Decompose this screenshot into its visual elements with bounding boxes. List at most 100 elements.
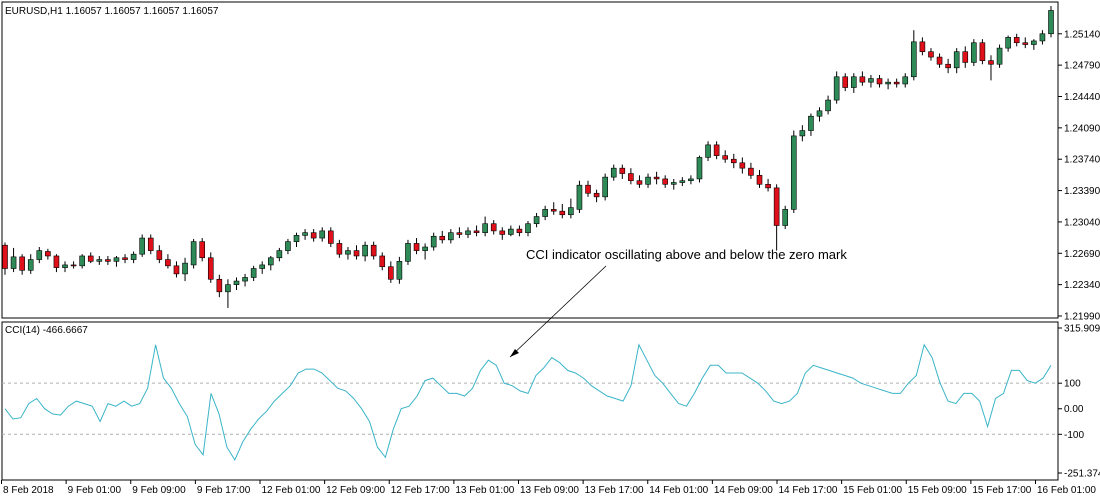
candle-body xyxy=(328,230,334,244)
candle-body xyxy=(902,76,909,85)
candle-body xyxy=(619,167,626,174)
cci-tick-label: 315.9095 xyxy=(1064,324,1100,335)
candle-body xyxy=(310,232,317,239)
candle-body xyxy=(165,259,171,267)
candle-body xyxy=(765,183,771,189)
candle-body xyxy=(842,76,849,88)
candle-body xyxy=(859,76,866,83)
time-axis: 8 Feb 2018 9 Feb 01:00 9 Feb 09:00 9 Feb 17… xyxy=(1,480,1096,496)
candle-body xyxy=(448,232,454,241)
candle-body xyxy=(893,81,900,85)
time-tick-label: 15 Feb 01:00 xyxy=(843,485,902,496)
candle-body xyxy=(45,251,51,257)
time-tick-label: 14 Feb 09:00 xyxy=(714,485,773,496)
candle-body xyxy=(748,167,754,176)
cci-tick-label: -251.374 xyxy=(1064,469,1100,480)
time-tick-label: 16 Feb 01:00 xyxy=(1037,485,1096,496)
candle-body xyxy=(876,78,883,85)
candle-body xyxy=(293,235,300,242)
candle-body xyxy=(147,237,154,251)
candle-body xyxy=(499,230,506,235)
cci-line xyxy=(4,343,1052,461)
candle-body xyxy=(250,268,257,278)
candle-body xyxy=(688,178,694,182)
candle-body xyxy=(833,76,840,101)
candle-body xyxy=(70,264,77,267)
annotation-arrowhead xyxy=(510,349,519,357)
candle-body xyxy=(568,207,574,216)
candle-body xyxy=(996,47,1003,65)
annotation-label: CCI indicator oscillating above and belo… xyxy=(526,247,847,262)
candle-body xyxy=(105,259,111,262)
candle-body xyxy=(662,178,668,185)
time-tick-label: 14 Feb 17:00 xyxy=(779,485,838,496)
candle-body xyxy=(722,155,728,160)
candle-body xyxy=(773,187,780,226)
cci-indicator-title: CCI(14) -466.6667 xyxy=(5,325,88,336)
candle-body xyxy=(971,42,977,63)
candle-body xyxy=(885,81,891,85)
candle-body xyxy=(216,278,223,293)
candle-body xyxy=(790,135,797,210)
candle-body xyxy=(593,192,600,198)
candle-body xyxy=(979,42,986,61)
candle-body xyxy=(1039,33,1046,42)
candle-body xyxy=(173,265,180,275)
candle-body xyxy=(413,243,420,251)
candle-body xyxy=(267,257,274,266)
price-tick-label: 1.23390 xyxy=(1064,186,1100,197)
candle-body xyxy=(396,261,403,280)
candle-body xyxy=(156,250,163,260)
candle-body xyxy=(285,241,291,251)
price-tick-label: 1.24090 xyxy=(1064,123,1100,134)
candle-body xyxy=(851,76,857,88)
candle-body xyxy=(96,259,103,262)
price-tick-label: 1.25140 xyxy=(1064,29,1100,40)
price-tick-label: 1.22340 xyxy=(1064,280,1100,291)
candle-body xyxy=(276,250,283,259)
candle-body xyxy=(199,241,205,259)
price-pane: 1.25140 1.24790 1.24440 1.24090 1.23740 1.233… xyxy=(1,1,1100,323)
candle-body xyxy=(139,237,145,255)
candle-body xyxy=(379,255,386,268)
cci-tick-label: 0.00 xyxy=(1064,404,1084,415)
candle-body xyxy=(919,41,926,52)
candle-body xyxy=(508,228,514,235)
time-tick-label: 12 Feb 09:00 xyxy=(326,485,385,496)
candle-body xyxy=(936,56,943,65)
time-tick-label: 9 Feb 01:00 xyxy=(68,485,122,496)
time-tick-label: 9 Feb 17:00 xyxy=(197,485,251,496)
candle-body xyxy=(756,175,763,185)
candle-body xyxy=(1031,40,1037,45)
candle-body xyxy=(79,255,85,267)
price-tick-label: 1.24790 xyxy=(1064,61,1100,72)
candle-body xyxy=(945,63,951,69)
candle-body xyxy=(816,110,823,117)
price-pane-frame xyxy=(1,1,1059,319)
candle-body xyxy=(550,209,557,212)
candle-body xyxy=(36,250,43,260)
candle-body xyxy=(1048,10,1054,35)
candle-body xyxy=(585,184,591,194)
candle-body xyxy=(259,264,266,269)
candle-body xyxy=(225,284,231,293)
candle-body xyxy=(87,255,94,262)
candle-body xyxy=(490,223,497,232)
candle-body xyxy=(825,99,831,112)
candle-body xyxy=(456,232,463,235)
candle-body xyxy=(868,78,874,83)
candle-body xyxy=(636,180,643,185)
candle-body xyxy=(730,158,737,164)
candle-body xyxy=(653,176,660,180)
price-chart-title: EURUSD,H1 1.16057 1.16057 1.16057 1.1605… xyxy=(5,6,219,17)
candle-body xyxy=(953,51,960,69)
candle-body xyxy=(122,257,128,260)
candle-body xyxy=(705,144,711,158)
time-tick-label: 12 Feb 17:00 xyxy=(391,485,450,496)
price-tick-label: 1.24440 xyxy=(1064,92,1100,103)
candle-body xyxy=(473,230,480,233)
time-tick-label: 9 Feb 09:00 xyxy=(132,485,186,496)
candle-body xyxy=(559,210,566,216)
candle-body xyxy=(405,243,411,262)
time-tick-label: 13 Feb 17:00 xyxy=(585,485,644,496)
